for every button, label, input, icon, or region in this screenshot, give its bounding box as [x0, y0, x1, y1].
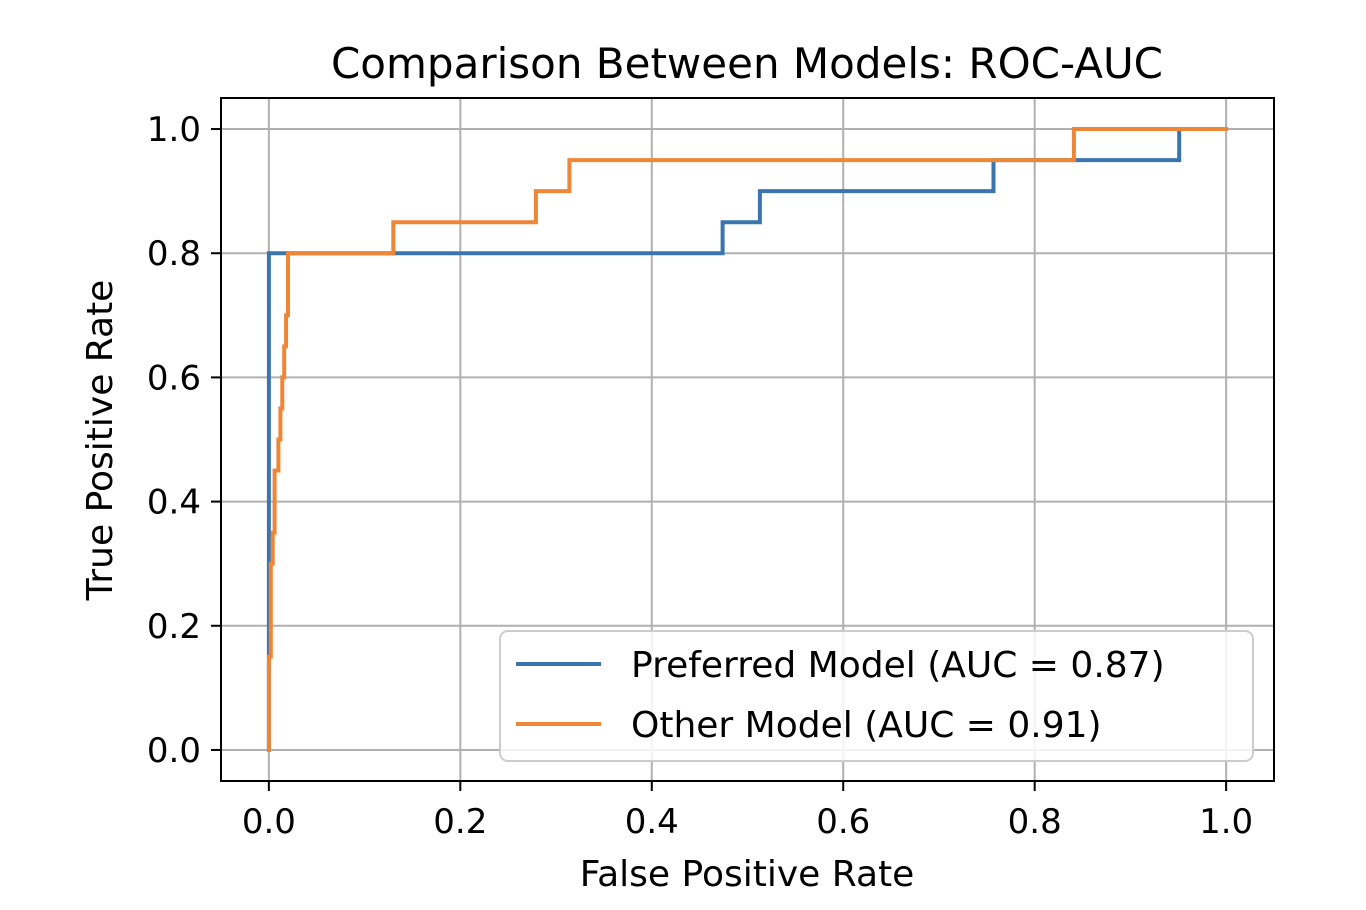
x-tick-label: 0.0: [242, 802, 296, 842]
y-tick-label: 0.2: [147, 607, 201, 647]
y-tick-label: 0.4: [147, 483, 201, 523]
legend-label-other-model: Other Model (AUC = 0.91): [631, 705, 1102, 746]
series-line-preferred-model: [266, 127, 1229, 752]
y-tick-label: 1.0: [147, 110, 201, 150]
legend: Preferred Model (AUC = 0.87) Other Model…: [499, 630, 1254, 762]
plot-frame: [220, 97, 1275, 782]
x-tick-label: 0.4: [625, 802, 679, 842]
y-axis-label: True Positive Rate: [80, 280, 121, 602]
legend-box: [499, 630, 1254, 762]
x-tick-label: 1.0: [1199, 802, 1253, 842]
series-layer: [266, 127, 1229, 752]
x-tick-label: 0.8: [1008, 802, 1062, 842]
y-tick-label: 0.0: [147, 731, 201, 771]
x-axis-label: False Positive Rate: [580, 854, 915, 895]
legend-label-preferred-model: Preferred Model (AUC = 0.87): [631, 645, 1165, 686]
tick-layer: 0.0 0.2 0.4 0.6 0.8 1.0 0.0 0.2 0.4 0.6 0.8 1.0: [147, 110, 1253, 842]
x-tick-label: 0.6: [816, 802, 870, 842]
x-tick-label: 0.2: [433, 802, 487, 842]
chart-title: Comparison Between Models: ROC-AUC: [331, 39, 1163, 88]
y-tick-label: 0.8: [147, 234, 201, 274]
series-line-other-model: [266, 127, 1229, 752]
y-tick-label: 0.6: [147, 358, 201, 398]
